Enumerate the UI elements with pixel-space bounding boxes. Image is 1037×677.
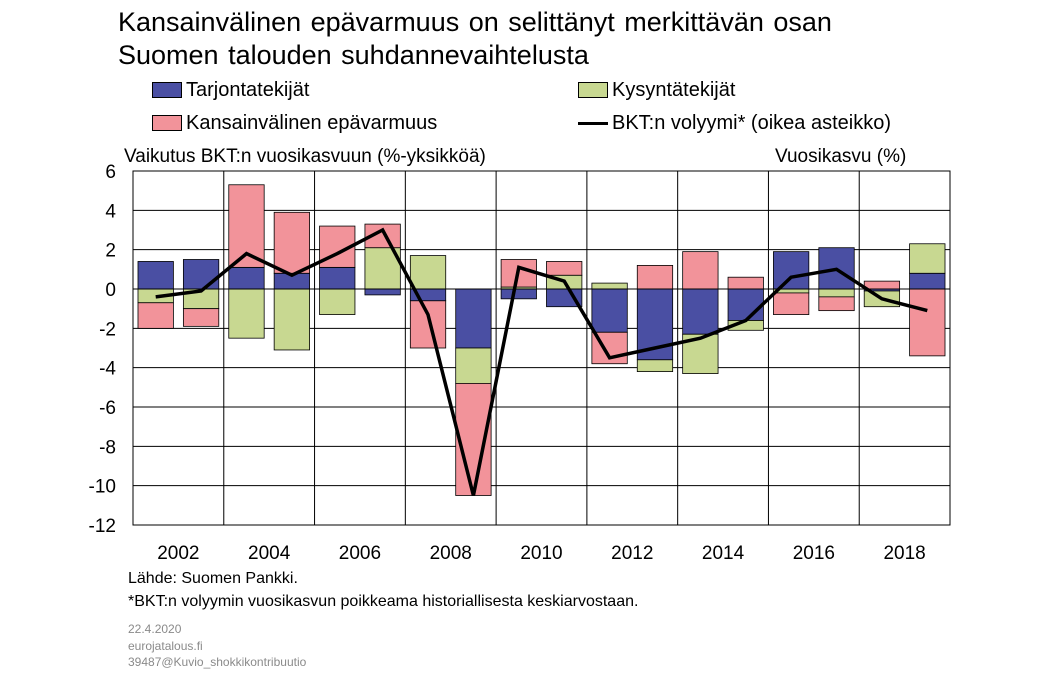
legend-supply-label: Tarjontatekijät <box>186 79 310 101</box>
bar-demand <box>409 255 447 290</box>
x-tick-label: 2008 <box>430 543 472 564</box>
legend-uncertainty-label: Kansainvälinen epävarmuus <box>186 112 438 134</box>
bar-supply <box>319 266 356 290</box>
meta-date: 22.4.2020 <box>128 622 182 636</box>
bar-uncertainty <box>364 223 401 249</box>
left-axis-title: Vaikutus BKT:n vuosikasvuun (%-yksikköä) <box>124 146 486 167</box>
bar-supply <box>182 259 220 290</box>
chart-title-line1: Kansainvälinen epävarmuus on selittänyt … <box>118 7 832 37</box>
bar-demand <box>591 282 628 290</box>
x-tick-label: 2012 <box>611 543 653 564</box>
bar-supply <box>364 288 401 296</box>
bar-uncertainty <box>818 296 855 312</box>
bar-demand <box>273 288 310 351</box>
legend-gdp: BKT:n volyymi* (oikea asteikko) <box>578 111 891 135</box>
bar-uncertainty <box>773 292 810 315</box>
bar-supply <box>818 247 855 290</box>
bar-uncertainty <box>863 280 901 290</box>
legend-supply: Tarjontatekijät <box>152 78 309 102</box>
chart-title-line2: Suomen talouden suhdannevaihtelusta <box>118 40 589 70</box>
legend-gdp-line <box>578 121 608 125</box>
bar-supply <box>455 288 492 349</box>
x-tick-label: 2002 <box>157 543 199 564</box>
x-tick-label: 2010 <box>520 543 562 564</box>
y-tick-label: 2 <box>105 241 116 262</box>
bar-uncertainty <box>546 261 583 276</box>
bar-uncertainty <box>137 302 174 329</box>
y-tick-label: -2 <box>99 319 116 340</box>
bar-uncertainty <box>909 288 946 357</box>
bar-uncertainty <box>409 300 447 349</box>
legend-uncertainty: Kansainvälinen epävarmuus <box>152 111 437 135</box>
chart-title: Kansainvälinen epävarmuus on selittänyt … <box>118 6 1018 72</box>
bar-uncertainty <box>636 264 674 290</box>
footnote: *BKT:n volyymin vuosikasvun poikkeama hi… <box>128 593 639 610</box>
y-tick-label: 4 <box>105 201 116 222</box>
bar-supply <box>591 288 628 333</box>
bar-demand <box>319 288 356 315</box>
y-tick-label: -10 <box>89 477 116 498</box>
legend-uncertainty-swatch <box>152 115 182 131</box>
bar-supply <box>909 272 946 290</box>
x-tick-label: 2006 <box>339 543 381 564</box>
y-tick-label: -8 <box>99 437 116 458</box>
legend-demand-label: Kysyntätekijät <box>612 79 736 101</box>
bar-supply <box>773 251 810 290</box>
bar-demand <box>636 359 674 372</box>
bar-uncertainty <box>727 276 764 290</box>
bar-demand <box>818 288 855 298</box>
bar-supply <box>228 266 265 290</box>
x-tick-label: 2014 <box>702 543 745 564</box>
legend-demand-swatch <box>578 82 608 98</box>
legend-gdp-label: BKT:n volyymi* (oikea asteikko) <box>612 112 891 134</box>
y-tick-label: -12 <box>89 516 116 537</box>
y-tick-label: 6 <box>105 162 116 183</box>
bar-supply <box>682 288 719 335</box>
bar-uncertainty <box>682 251 719 290</box>
bar-uncertainty <box>182 308 220 327</box>
x-tick-label: 2018 <box>883 543 925 564</box>
plot-frame <box>132 170 951 526</box>
bar-uncertainty <box>273 211 310 274</box>
x-tick-label: 2016 <box>793 543 835 564</box>
meta-id: 39487@Kuvio_shokkikontribuutio <box>128 655 307 669</box>
bar-demand <box>228 288 265 339</box>
bar-supply <box>137 261 174 290</box>
bar-demand <box>455 347 492 384</box>
y-tick-label: -4 <box>99 359 116 380</box>
bar-demand <box>909 243 946 274</box>
x-tick-label: 2004 <box>248 543 291 564</box>
bar-supply <box>500 288 537 300</box>
gdp-line <box>155 227 928 496</box>
y-tick-label: -6 <box>99 398 116 419</box>
bar-supply <box>727 288 764 321</box>
y-tick-label: 0 <box>105 280 116 301</box>
legend-demand: Kysyntätekijät <box>578 78 735 102</box>
legend-supply-swatch <box>152 82 182 98</box>
source-note: Lähde: Suomen Pankki. <box>128 570 298 587</box>
meta-site: eurojatalous.fi <box>128 639 203 653</box>
right-axis-title: Vuosikasvu (%) <box>775 146 907 167</box>
